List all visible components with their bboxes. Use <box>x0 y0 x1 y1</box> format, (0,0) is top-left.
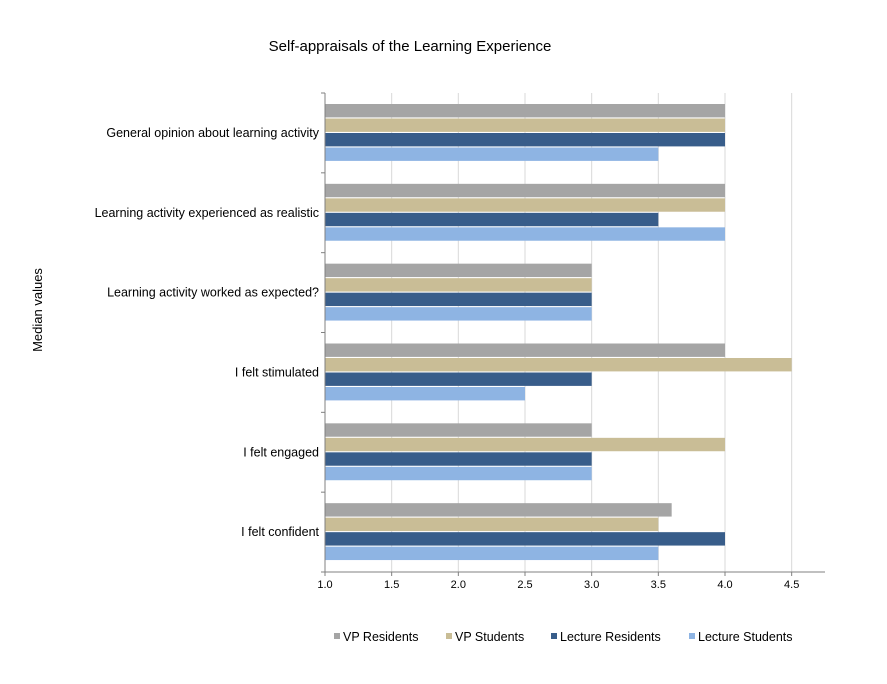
category-label: General opinion about learning activity <box>106 126 319 140</box>
category-label: I felt confident <box>241 525 319 539</box>
bar <box>325 227 725 241</box>
bar <box>325 343 725 357</box>
bar <box>325 532 725 546</box>
bar <box>325 292 592 307</box>
legend: VP Residents VP Students Lecture Residents… <box>334 630 793 644</box>
bar <box>325 104 725 118</box>
x-tick-label: 3.5 <box>651 579 666 591</box>
x-tick-labels: 1.0 1.5 2.0 2.5 3.0 3.5 4.0 4.5 <box>317 579 799 591</box>
bar <box>325 198 725 212</box>
bar <box>325 118 725 132</box>
x-tick-label: 2.5 <box>517 579 532 591</box>
y-axis-title: Median values <box>30 268 45 352</box>
bar <box>325 358 792 372</box>
category-label: I felt stimulated <box>235 365 319 379</box>
x-tick-label: 4.5 <box>784 579 799 591</box>
bar <box>325 517 659 532</box>
legend-item: Lecture Students <box>689 630 793 644</box>
x-tick-label: 1.5 <box>384 579 399 591</box>
x-tick-label: 3.0 <box>584 579 599 591</box>
category-label: Learning activity experienced as realist… <box>95 206 319 220</box>
legend-item: VP Students <box>446 630 524 644</box>
category-label: Learning activity worked as expected? <box>107 286 319 300</box>
legend-label: VP Residents <box>343 630 419 644</box>
legend-item: Lecture Residents <box>551 630 661 644</box>
bar <box>325 466 592 481</box>
category-labels: General opinion about learning activity L… <box>95 126 320 539</box>
bar <box>325 212 659 227</box>
axes <box>321 92 825 576</box>
bar <box>325 133 725 147</box>
legend-swatch <box>446 633 452 639</box>
bar <box>325 183 725 198</box>
legend-label: VP Students <box>455 630 524 644</box>
bar <box>325 423 592 437</box>
legend-swatch <box>689 633 695 639</box>
gridlines <box>391 93 793 572</box>
x-tick-label: 1.0 <box>317 579 332 591</box>
legend-label: Lecture Students <box>698 630 793 644</box>
chart-title: Self-appraisals of the Learning Experien… <box>269 38 552 55</box>
legend-label: Lecture Residents <box>560 630 661 644</box>
x-tick-label: 4.0 <box>717 579 732 591</box>
bar <box>325 503 672 517</box>
legend-item: VP Residents <box>334 630 419 644</box>
category-label: I felt engaged <box>243 445 319 459</box>
x-tick-label: 2.0 <box>451 579 466 591</box>
legend-swatch <box>334 633 340 639</box>
legend-swatch <box>551 633 557 639</box>
bar <box>325 437 725 452</box>
bar <box>325 263 592 278</box>
bar <box>325 387 525 401</box>
bar <box>325 546 659 561</box>
bar <box>325 278 592 292</box>
bar <box>325 147 659 161</box>
bar <box>325 452 592 466</box>
bar <box>325 372 592 386</box>
bars-group <box>325 104 792 561</box>
bar <box>325 307 592 321</box>
